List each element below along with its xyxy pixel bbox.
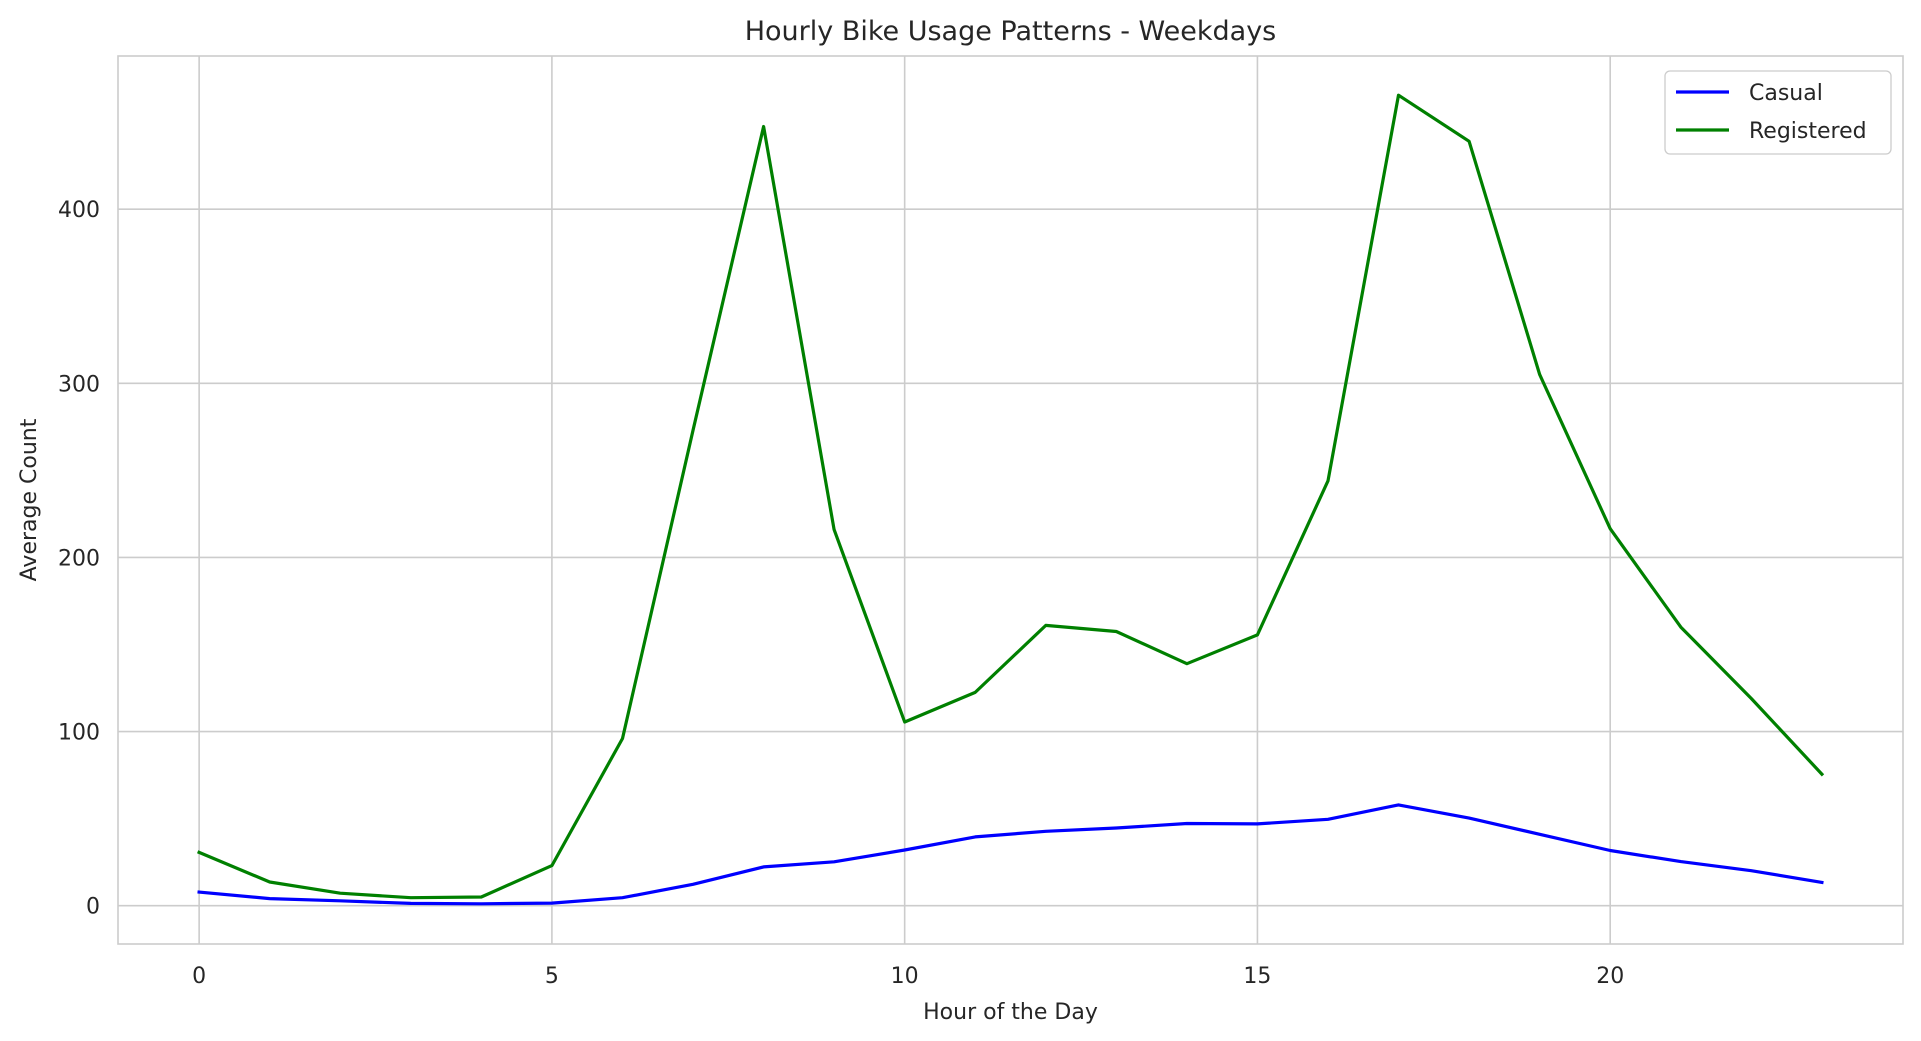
legend: Casual Registered [1664, 70, 1892, 155]
x-tick-label: 10 [891, 964, 919, 989]
x-axis-title: Hour of the Day [923, 1000, 1098, 1025]
axes-frame [117, 55, 1904, 945]
grid-lines [118, 56, 1903, 944]
legend-label-casual: Casual [1749, 81, 1823, 106]
series-line-registered [197, 93, 1825, 900]
x-tick-label: 20 [1596, 964, 1624, 989]
x-tick-label: 5 [545, 964, 559, 989]
x-tick-label: 15 [1243, 964, 1271, 989]
series-line-casual [197, 803, 1824, 906]
y-tick-label: 300 [58, 372, 100, 397]
legend-label-registered: Registered [1749, 119, 1867, 144]
x-tick-label: 0 [192, 964, 206, 989]
y-tick-label: 400 [58, 198, 100, 223]
chart-title: Hourly Bike Usage Patterns - Weekdays [745, 16, 1277, 47]
y-axis-title: Average Count [17, 418, 42, 581]
y-tick-label: 200 [58, 546, 100, 571]
y-tick-label: 100 [58, 721, 100, 746]
y-tick-label: 0 [86, 895, 100, 920]
series-lines [197, 93, 1825, 906]
